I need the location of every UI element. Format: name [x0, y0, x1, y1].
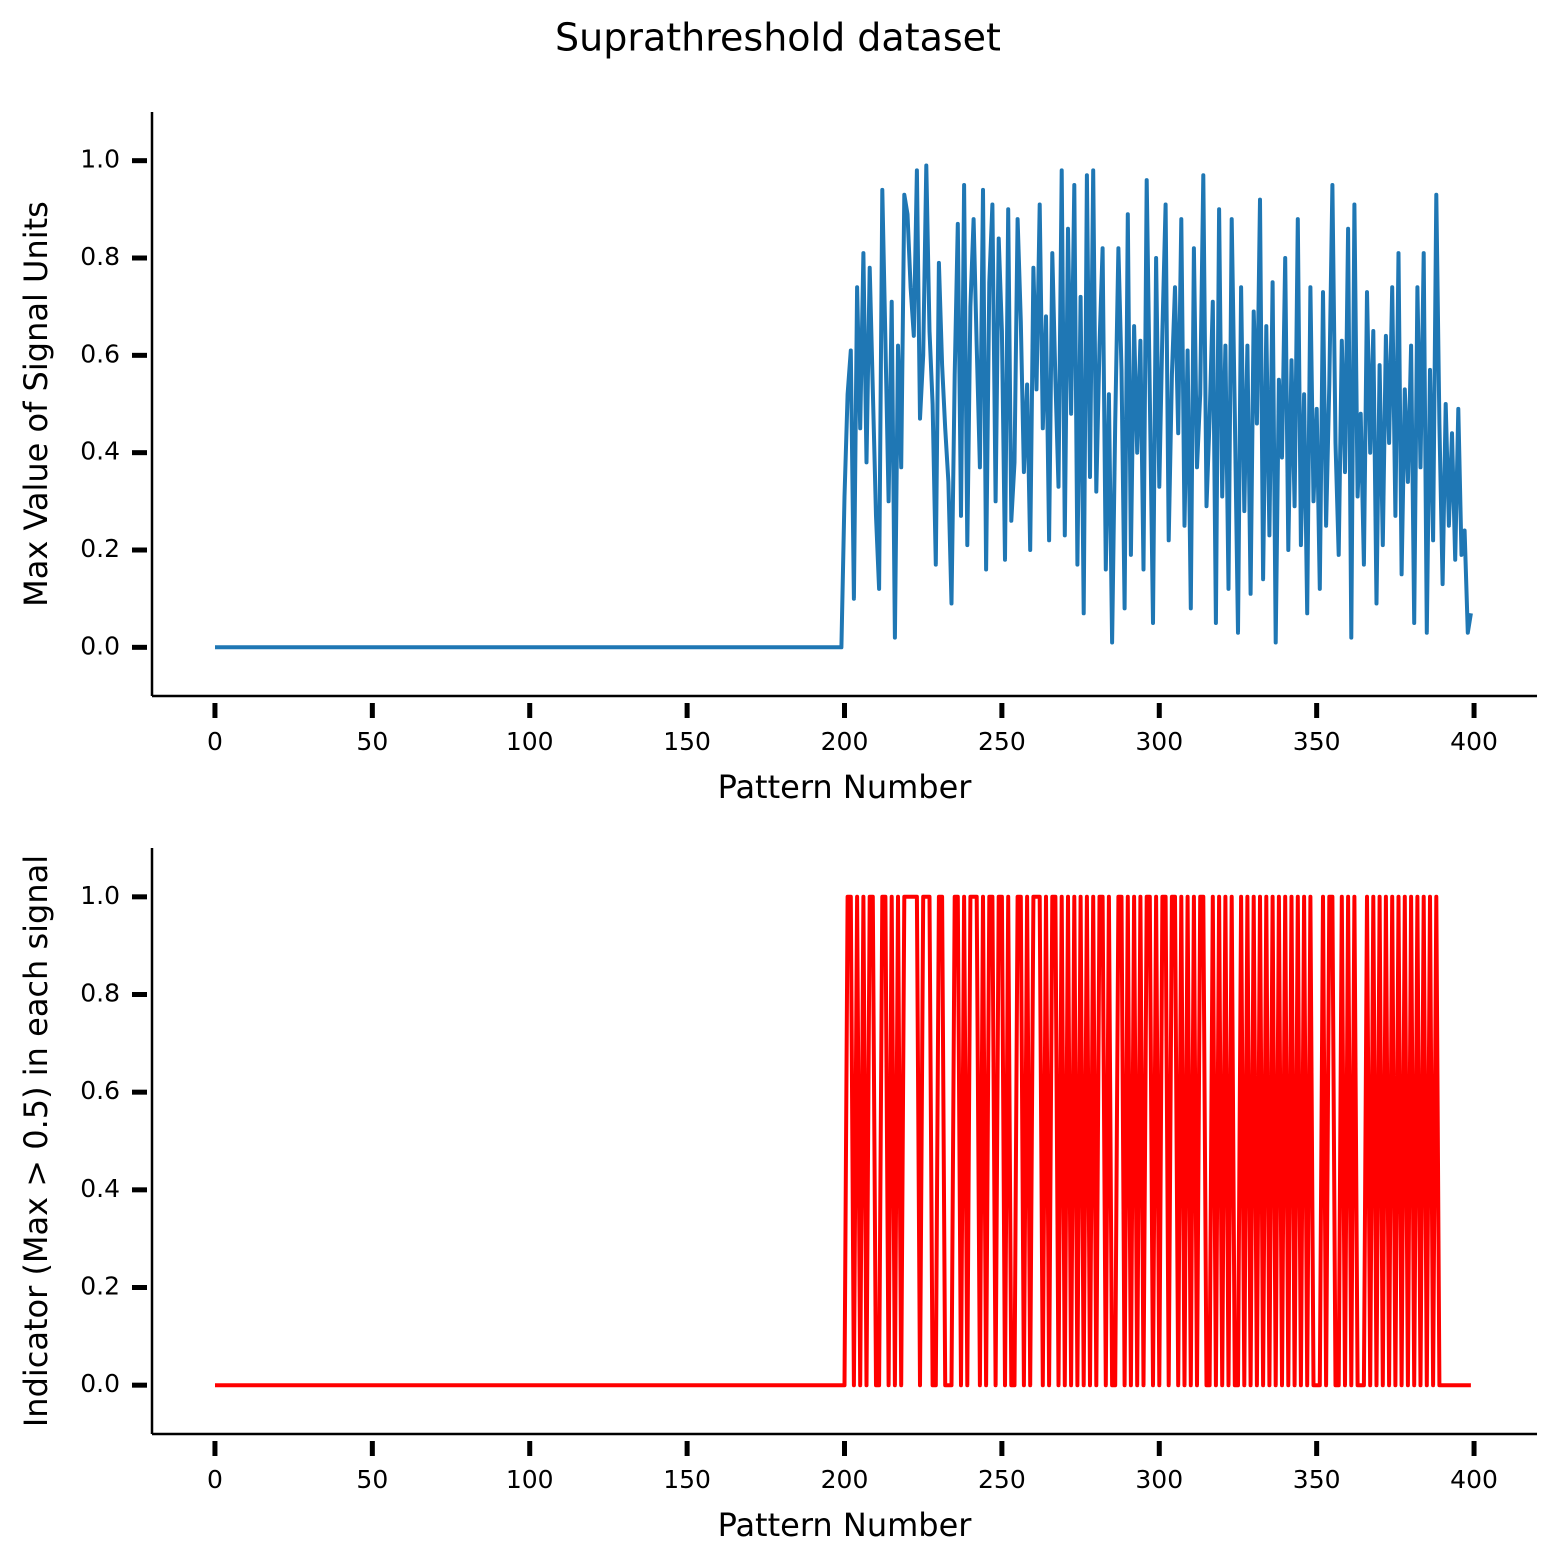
y-tick-label: 0.2	[80, 1272, 120, 1301]
x-tick-label: 50	[356, 1465, 388, 1494]
y-axis-label: Max Value of Signal Units	[17, 201, 55, 607]
x-tick-label: 350	[1293, 727, 1341, 756]
x-tick-label: 300	[1135, 727, 1183, 756]
x-axis-label: Pattern Number	[718, 1506, 973, 1544]
y-tick-label: 1.0	[80, 145, 120, 174]
x-tick-label: 50	[356, 727, 388, 756]
y-axis-label: Indicator (Max > 0.5) in each signal	[17, 855, 55, 1427]
x-tick-label: 100	[506, 727, 554, 756]
y-tick-label: 0.2	[80, 534, 120, 563]
x-tick-label: 400	[1450, 1465, 1498, 1494]
x-tick-label: 250	[978, 1465, 1026, 1494]
x-tick-label: 100	[506, 1465, 554, 1494]
data-line	[215, 163, 1473, 650]
y-tick-label: 0.6	[80, 339, 120, 368]
x-tick-label: 400	[1450, 727, 1498, 756]
figure-title: Suprathreshold dataset	[555, 16, 1001, 60]
x-tick-label: 300	[1135, 1465, 1183, 1494]
y-tick-label: 0.8	[80, 979, 120, 1008]
x-tick-label: 150	[663, 727, 711, 756]
x-tick-label: 350	[1293, 1465, 1341, 1494]
y-tick-label: 1.0	[80, 881, 120, 910]
x-tick-label: 250	[978, 727, 1026, 756]
y-tick-label: 0.0	[80, 1369, 120, 1398]
y-tick-label: 0.4	[80, 437, 120, 466]
x-tick-label: 0	[207, 727, 223, 756]
x-tick-label: 150	[663, 1465, 711, 1494]
x-tick-label: 0	[207, 1465, 223, 1494]
data-line	[215, 894, 1471, 1388]
x-tick-label: 200	[821, 1465, 869, 1494]
x-tick-label: 200	[821, 727, 869, 756]
x-axis-label: Pattern Number	[718, 768, 973, 806]
y-tick-label: 0.0	[80, 631, 120, 660]
y-tick-label: 0.6	[80, 1076, 120, 1105]
y-tick-label: 0.8	[80, 242, 120, 271]
y-tick-label: 0.4	[80, 1174, 120, 1203]
